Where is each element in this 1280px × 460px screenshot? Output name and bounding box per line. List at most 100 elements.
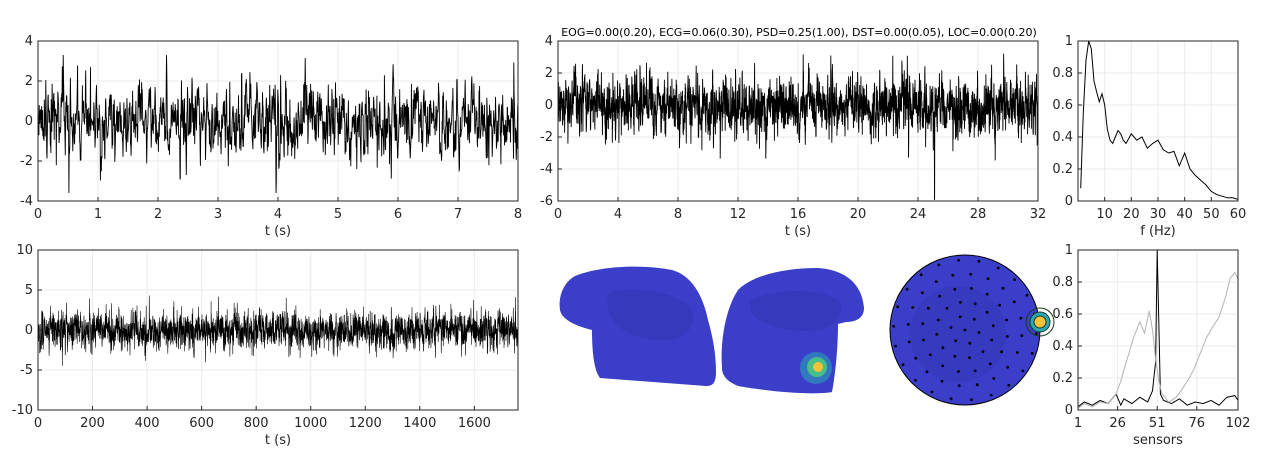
sensor-dot <box>991 324 995 327</box>
y-tick-label: -2 <box>540 130 553 145</box>
sensor-dot <box>951 273 955 277</box>
y-tick-label: 0 <box>1065 403 1073 418</box>
sensor-dot <box>968 341 972 345</box>
sensor-dot <box>1005 318 1008 322</box>
sensor-dot <box>970 287 973 290</box>
sensor-dot <box>911 306 915 309</box>
sensor-dot <box>921 291 924 295</box>
sensor-dot <box>949 397 953 401</box>
x-tick-label: 50 <box>1203 207 1220 222</box>
sensor-dot <box>927 306 930 310</box>
sensor-dot <box>907 340 911 344</box>
x-tick-label: 600 <box>189 416 214 431</box>
signal-trace <box>38 295 518 366</box>
x-tick-label: 12 <box>730 207 747 222</box>
sensor-dot <box>938 294 942 298</box>
x-tick-label: 20 <box>850 207 867 222</box>
series-line-light <box>1078 271 1238 409</box>
sensor-dot <box>936 318 940 322</box>
x-tick-label: 200 <box>80 416 105 431</box>
y-tick-label: -10 <box>12 403 33 418</box>
sensor-dot <box>1012 300 1016 304</box>
sensor-dot <box>957 258 960 262</box>
y-tick-label: -4 <box>20 194 33 209</box>
x-tick-label: 102 <box>1226 416 1251 431</box>
sensor-dot <box>977 331 981 334</box>
head-top-shade <box>910 286 1006 382</box>
sensor-dot <box>937 263 941 267</box>
sensor-dot <box>989 393 993 397</box>
x-tick-label: 1 <box>1074 416 1082 431</box>
x-tick-label: 5 <box>334 207 342 222</box>
x-axis-label: t (s) <box>265 433 291 448</box>
sensor-dot <box>949 326 953 329</box>
sensor-dot <box>968 356 971 359</box>
sensor-dot <box>1021 369 1025 373</box>
y-tick-label: -4 <box>540 162 553 177</box>
sensor-dot <box>941 346 945 350</box>
x-axis-label: f (Hz) <box>1140 224 1175 239</box>
x-tick-label: 1 <box>94 207 102 222</box>
x-tick-label: 400 <box>135 416 160 431</box>
x-axis-label: t (s) <box>785 224 811 239</box>
sensor-dot <box>1019 316 1023 320</box>
sensor-dot <box>973 302 977 306</box>
sensor-dot <box>894 344 897 348</box>
x-tick-label: 6 <box>394 207 402 222</box>
x-tick-label: 60 <box>1230 207 1247 222</box>
sensor-dot <box>958 315 962 319</box>
y-tick-label: 0.2 <box>1052 371 1073 386</box>
sensor-dot <box>925 370 929 374</box>
plot-area <box>1080 41 1238 200</box>
x-tick-label: 28 <box>970 207 987 222</box>
x-tick-label: 8 <box>514 207 522 222</box>
sensor-dot <box>990 338 994 342</box>
sensor-dot <box>973 369 977 373</box>
x-tick-label: 10 <box>1096 207 1113 222</box>
x-tick-label: 4 <box>614 207 622 222</box>
sensor-dot <box>998 303 1001 307</box>
y-tick-label: 0 <box>545 98 553 113</box>
chart-sensor-weights: 1 26 51 76 102 0 0.2 0.4 0.6 0.8 1 sensors <box>1052 243 1250 448</box>
sensor-dot <box>929 353 932 357</box>
sensor-dot <box>892 324 896 328</box>
sensor-dot <box>1013 278 1016 281</box>
x-tick-label: 1200 <box>349 416 382 431</box>
y-tick-label: -5 <box>20 363 33 378</box>
sensor-dot <box>922 338 925 342</box>
x-tick-label: 51 <box>1149 416 1166 431</box>
y-tick-label: 1 <box>1065 243 1073 258</box>
sensor-dot <box>969 272 973 276</box>
sensor-dot <box>945 306 949 310</box>
sensor-dot <box>941 364 945 368</box>
plot-area <box>1078 250 1238 409</box>
sensor-dot <box>1034 332 1038 336</box>
x-tick-label: 8 <box>674 207 682 222</box>
y-tick-label: 0 <box>25 323 33 338</box>
sensor-dot <box>988 362 992 366</box>
signal-trace <box>38 54 518 194</box>
x-tick-label: 7 <box>454 207 462 222</box>
head-left-shade <box>607 289 694 341</box>
x-tick-label: 16 <box>790 207 807 222</box>
hotspot-ring-inner <box>1033 315 1047 329</box>
figure-title: EOG=0.00(0.20), ECG=0.06(0.30), PSD=0.25… <box>561 26 1037 39</box>
x-tick-label: 1000 <box>294 416 327 431</box>
sensor-dot <box>1000 350 1003 354</box>
sensor-dot <box>954 339 958 343</box>
y-tick-label: 0.4 <box>1052 339 1073 354</box>
y-tick-label: 4 <box>25 34 33 49</box>
sensor-dot <box>914 356 918 360</box>
sensor-dot <box>934 280 938 283</box>
head-right-shape <box>721 268 864 394</box>
sensor-dot <box>986 277 990 281</box>
sensor-dot <box>1015 351 1019 354</box>
sensor-dots <box>892 258 1038 402</box>
sensor-dot <box>981 350 985 354</box>
y-tick-label: 0.2 <box>1052 162 1073 177</box>
sensor-dot <box>975 383 979 387</box>
sensor-dot <box>992 377 996 380</box>
sensor-dot <box>985 292 989 296</box>
x-tick-label: 40 <box>1176 207 1193 222</box>
